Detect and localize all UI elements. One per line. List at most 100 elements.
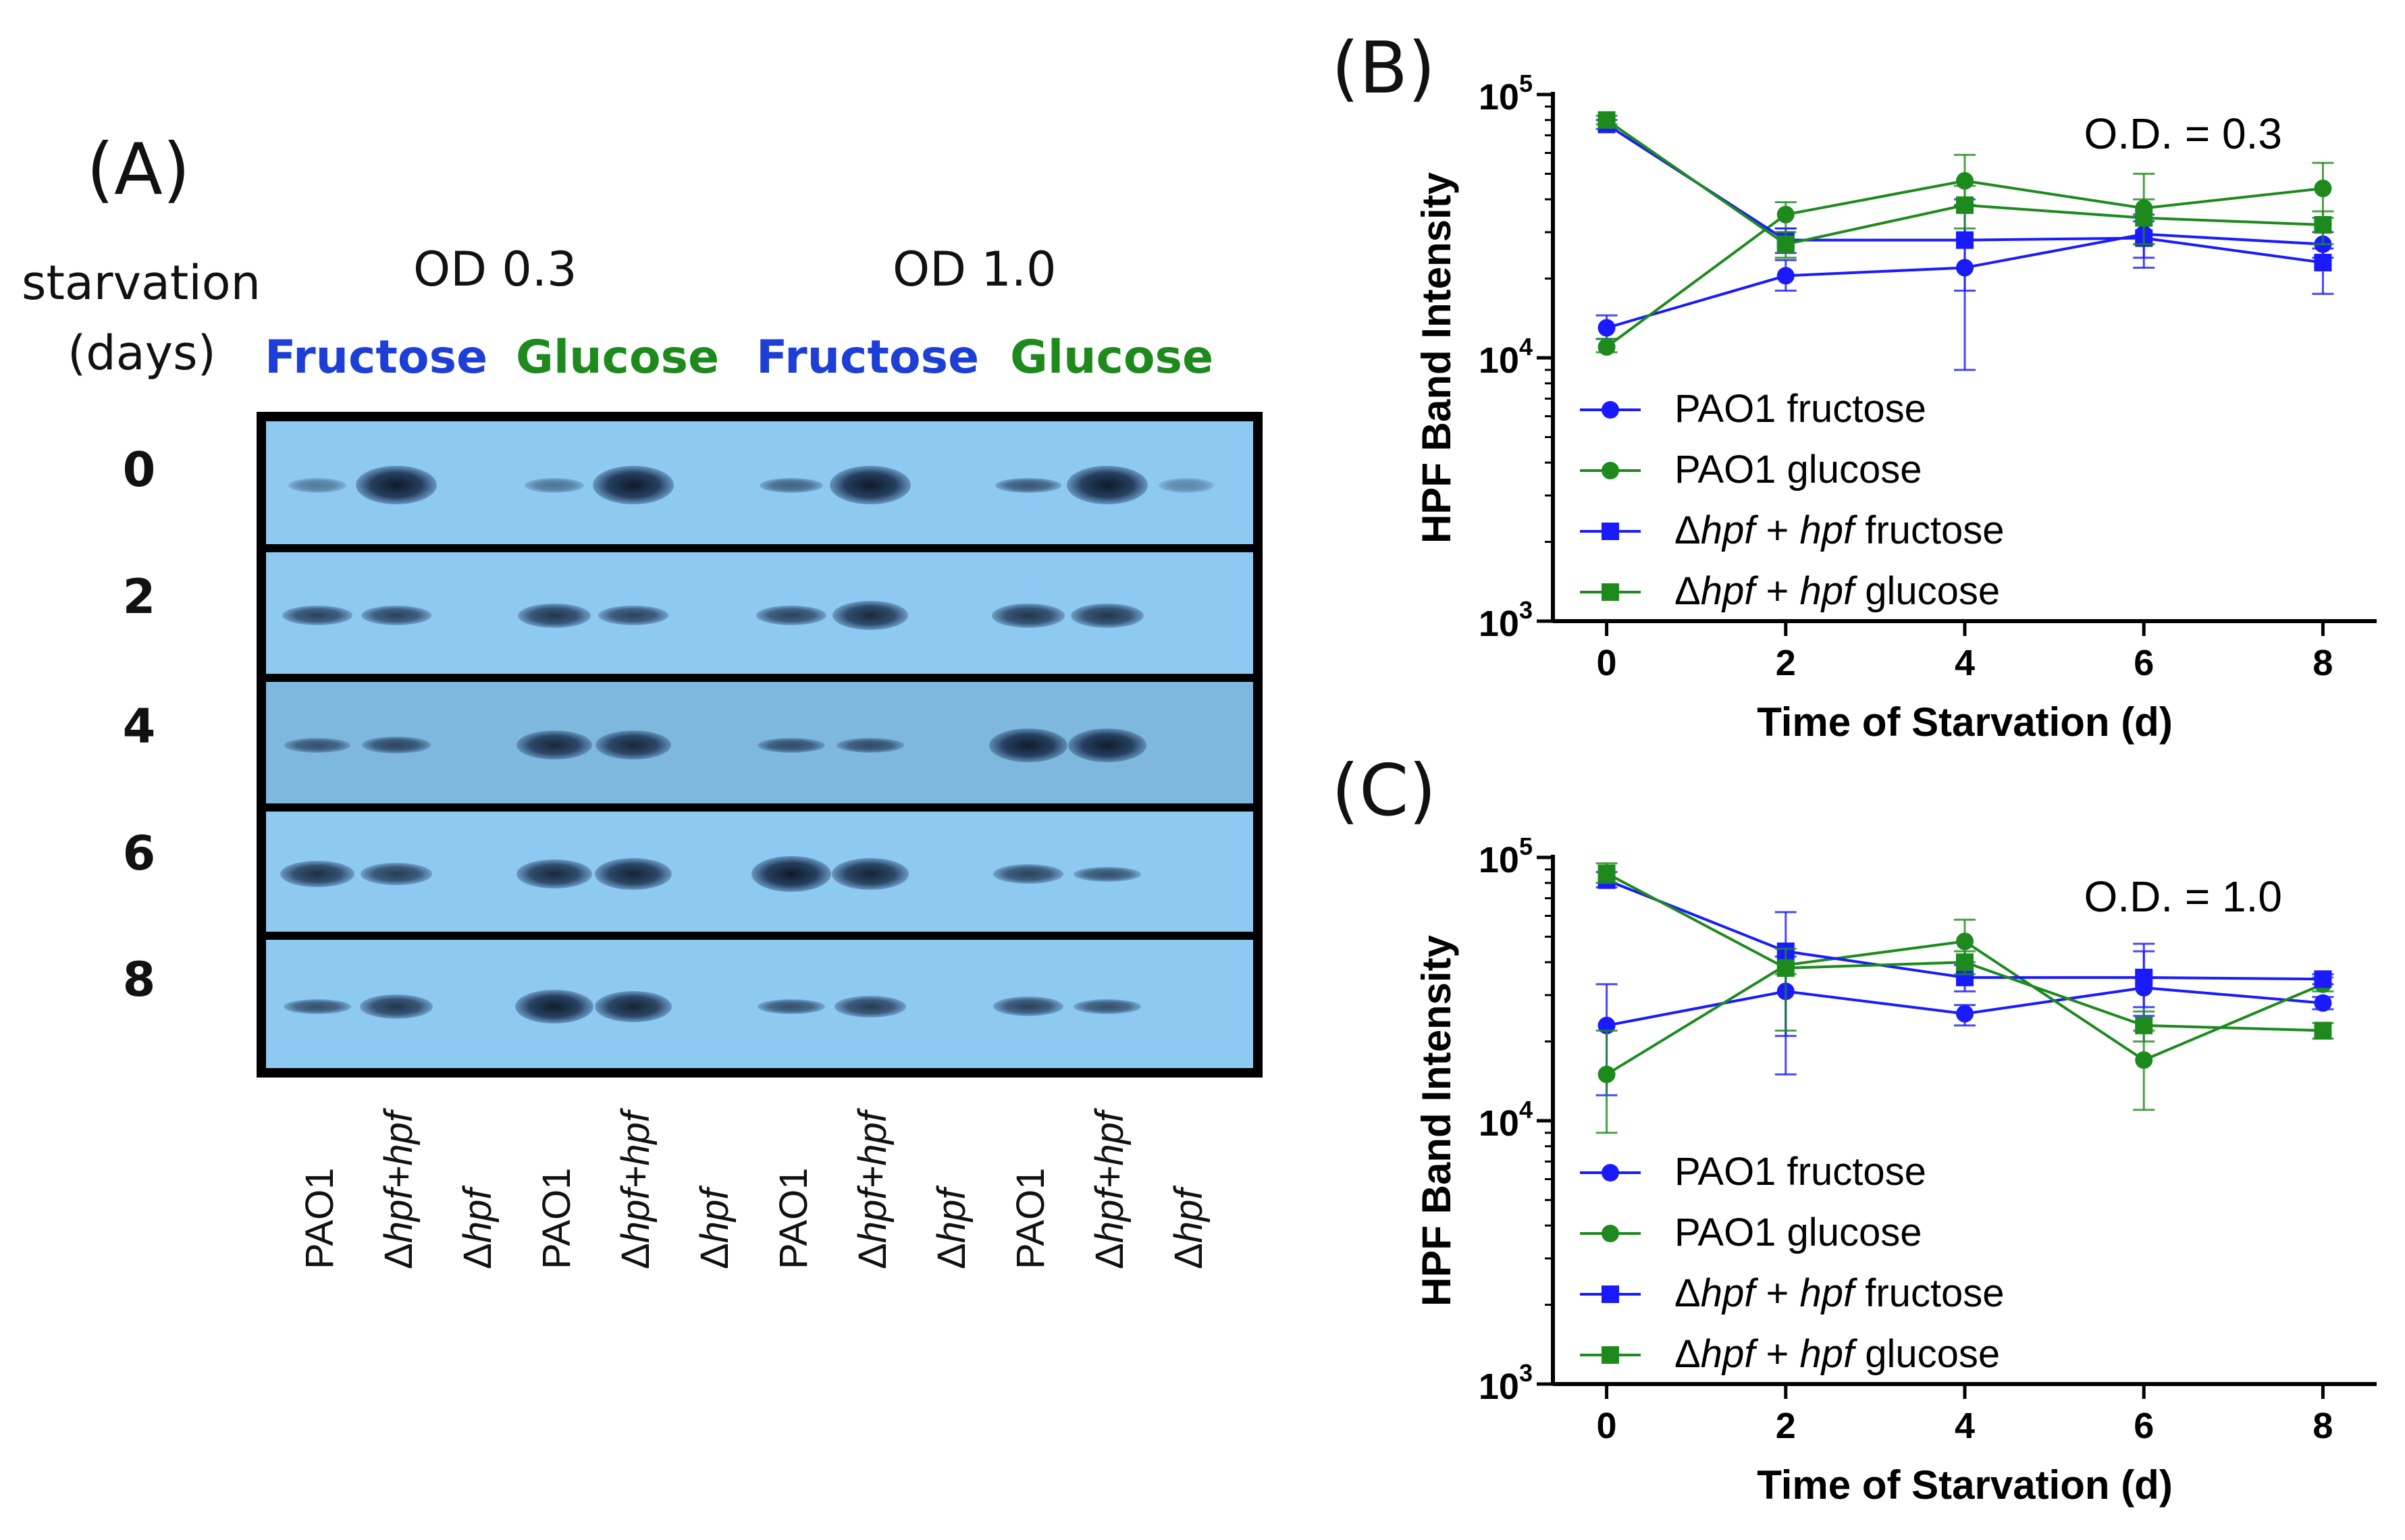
data-point (1956, 231, 1974, 249)
lane-label: Δhpf (456, 1188, 500, 1269)
legend-label: PAO1 glucose (1674, 448, 1922, 492)
y-tick-exponent: 4 (1519, 333, 1533, 361)
chart-c: 103 104 105 0 2 4 6 8 Time of Starvation (d) HPF … (1414, 832, 2377, 1508)
blot-band (1071, 603, 1144, 628)
sugar-label-glucose-od10: Glucose (1010, 331, 1214, 384)
legend-label-part: Δ (1674, 569, 1701, 613)
chart-b: 103 104 105 0 2 4 6 8 Time of Starvation (d) HPF … (1414, 70, 2377, 745)
lane-label: Δhpf (1167, 1188, 1211, 1269)
legend-label: Δhpf + hpf fructose (1674, 508, 2005, 552)
blot-band (361, 863, 432, 885)
data-point (2135, 1016, 2153, 1034)
legend-label: Δhpf + hpf glucose (1674, 1332, 2000, 1376)
blot-band (360, 994, 433, 1019)
od-header-1.0: OD 1.0 (893, 242, 1057, 297)
blot-band (993, 864, 1063, 884)
legend-label-part: fructose (1854, 1271, 2004, 1315)
x-tick-label: 6 (2134, 1406, 2154, 1446)
blot-band (760, 477, 823, 493)
blot-band (517, 859, 592, 889)
y-axis-label: HPF Band Intensity (1414, 171, 1459, 543)
y-tick-exponent: 3 (1519, 596, 1533, 624)
legend-label-part: hpf (1701, 1332, 1760, 1376)
data-point (1956, 953, 1974, 972)
lane-label: PAO1 (298, 1167, 342, 1269)
lane-label: Δhpf (693, 1188, 737, 1269)
y-tick-label: 103 (1479, 596, 1533, 644)
data-point (1597, 1065, 1616, 1084)
blot-band (832, 858, 909, 890)
data-point (1597, 319, 1616, 337)
data-point (2135, 1051, 2153, 1069)
blot-band (515, 989, 593, 1024)
blot-band (598, 606, 668, 626)
day-label-8: 8 (122, 952, 156, 1007)
legend-marker (1602, 1164, 1619, 1181)
blot-band (288, 477, 346, 493)
data-point (1956, 1005, 1974, 1023)
blot-band (830, 466, 911, 505)
day-label-6: 6 (122, 826, 156, 881)
blot-band (284, 737, 350, 753)
blot-band (758, 999, 825, 1014)
legend-label: PAO1 fructose (1674, 1150, 1926, 1194)
panel-a-letter: (A) (86, 128, 190, 211)
blot-band (362, 736, 431, 754)
panel-c-letter: (C) (1331, 749, 1437, 832)
row-header-line1: starvation (22, 255, 261, 311)
legend-label-part: + (1755, 569, 1799, 613)
data-point (2314, 1021, 2332, 1040)
blot-band (1159, 477, 1214, 493)
y-tick-label: 105 (1479, 832, 1533, 880)
x-tick-label: 8 (2312, 643, 2333, 683)
x-axis-label: Time of Starvation (d) (1757, 1462, 2173, 1508)
legend-marker (1602, 1346, 1619, 1364)
lane-label: PAO1 (535, 1167, 579, 1269)
panel-b-letter: (B) (1331, 27, 1435, 109)
lane-label: PAO1 (1009, 1167, 1053, 1269)
blot-band (751, 855, 831, 893)
legend-label-part: hpf (1800, 569, 1859, 613)
series-3 (1595, 111, 2334, 259)
blot-band (361, 606, 431, 626)
blot-band (595, 858, 672, 890)
lane-label: Δhpf (930, 1188, 974, 1269)
blot-band (284, 999, 351, 1014)
data-point (1776, 205, 1795, 223)
legend-label: Δhpf + hpf glucose (1674, 569, 2000, 613)
legend-marker (1602, 401, 1619, 419)
y-tick-label: 105 (1479, 70, 1533, 117)
legend-marker (1602, 523, 1619, 540)
x-tick-label: 2 (1776, 1406, 1796, 1446)
x-tick-label: 2 (1776, 643, 1796, 683)
lane-label: PAO1 (772, 1167, 816, 1269)
blot-band (832, 601, 908, 631)
y-tick-exponent: 3 (1519, 1359, 1533, 1387)
blot-band (593, 466, 674, 505)
lane-label: Δhpf+hpf (1088, 1111, 1132, 1269)
y-tick-exponent: 5 (1519, 832, 1533, 860)
data-point (1597, 338, 1616, 356)
row-header-line2: (days) (68, 325, 216, 381)
legend-label-part: + (1755, 1271, 1799, 1315)
data-point (1776, 959, 1795, 977)
data-point (1776, 267, 1795, 285)
legend-label: Δhpf + hpf fructose (1674, 1271, 2005, 1315)
legend-label-part: glucose (1854, 569, 2000, 613)
blot-band (837, 737, 904, 753)
sugar-label-glucose-od03: Glucose (516, 331, 720, 384)
blot-band (595, 990, 672, 1023)
legend-label-part: fructose (1854, 508, 2004, 552)
data-point (2135, 968, 2153, 986)
legend-marker (1602, 1225, 1619, 1242)
data-point (1597, 111, 1616, 129)
x-tick-label: 6 (2134, 643, 2154, 683)
sugar-label-fructose-od10: Fructose (756, 331, 980, 384)
y-tick-label: 104 (1479, 1096, 1533, 1144)
legend-label-part: + (1755, 1332, 1799, 1376)
x-tick-label: 0 (1597, 1406, 1617, 1446)
sugar-label-fructose-od03: Fructose (265, 331, 488, 384)
x-tick-label: 0 (1597, 643, 1617, 683)
legend-label-part: Δ (1674, 508, 1701, 552)
blot-band (992, 603, 1065, 628)
